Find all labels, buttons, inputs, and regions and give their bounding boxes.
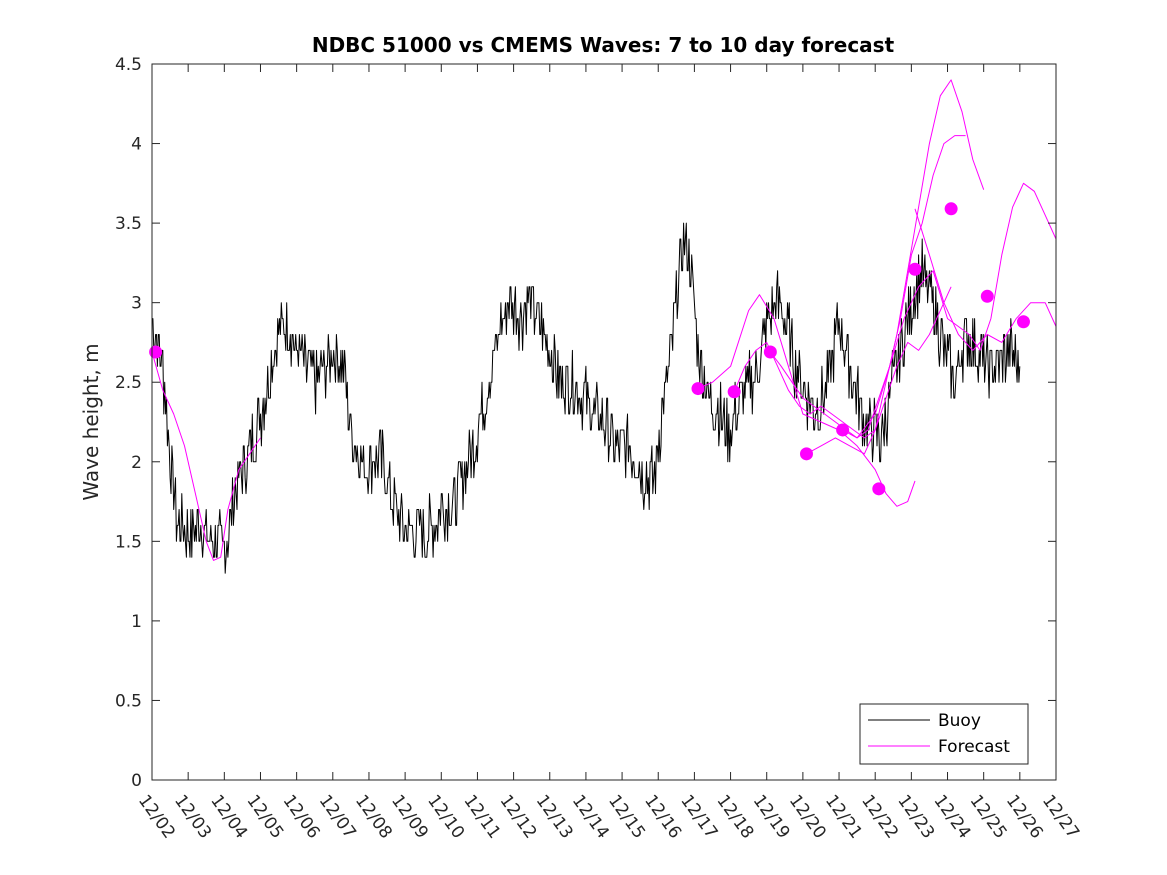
y-tick-label: 2 <box>131 453 142 473</box>
forecast-start-marker <box>980 289 994 303</box>
forecast-start-marker <box>727 385 741 399</box>
series-layer <box>151 79 1057 574</box>
y-axis: 0 0.5 1 1.5 2 2.5 3 3.5 4 4.5 <box>115 55 1056 791</box>
forecast-start-marker <box>872 482 886 496</box>
forecast-start-marker <box>799 447 813 461</box>
y-tick-label: 4 <box>131 135 142 155</box>
forecast-series-line <box>697 294 916 507</box>
forecast-start-marker <box>691 382 705 396</box>
chart-title: NDBC 51000 vs CMEMS Waves: 7 to 10 day f… <box>312 33 895 57</box>
forecast-series-line <box>914 208 1057 351</box>
forecast-start-marker <box>836 423 850 437</box>
y-tick-label: 1 <box>131 612 142 632</box>
forecast-start-marker <box>944 202 958 216</box>
forecast-series-line <box>151 351 261 561</box>
marker-layer <box>149 202 1030 496</box>
legend-label-buoy: Buoy <box>938 711 981 731</box>
y-tick-label: 4.5 <box>115 55 142 75</box>
legend-box <box>859 703 1029 765</box>
forecast-start-marker <box>1016 315 1030 329</box>
forecast-start-marker <box>908 262 922 276</box>
y-tick-label: 3.5 <box>115 214 142 234</box>
y-axis-label: Wave height, m <box>79 343 103 500</box>
y-tick-label: 0 <box>131 771 142 791</box>
legend-label-forecast: Forecast <box>938 737 1010 757</box>
forecast-series-line <box>769 135 966 439</box>
forecast-start-marker <box>149 345 163 359</box>
legend: Buoy Forecast <box>859 703 1029 765</box>
plot-area <box>152 64 1056 780</box>
forecast-series-line <box>806 79 985 455</box>
y-tick-label: 3 <box>131 294 142 314</box>
y-tick-label: 2.5 <box>115 373 142 393</box>
forecast-series-line <box>842 182 1057 439</box>
y-tick-label: 1.5 <box>115 532 142 552</box>
y-tick-label: 0.5 <box>115 691 142 711</box>
forecast-start-marker <box>763 345 777 359</box>
plot-frame <box>151 63 1057 781</box>
